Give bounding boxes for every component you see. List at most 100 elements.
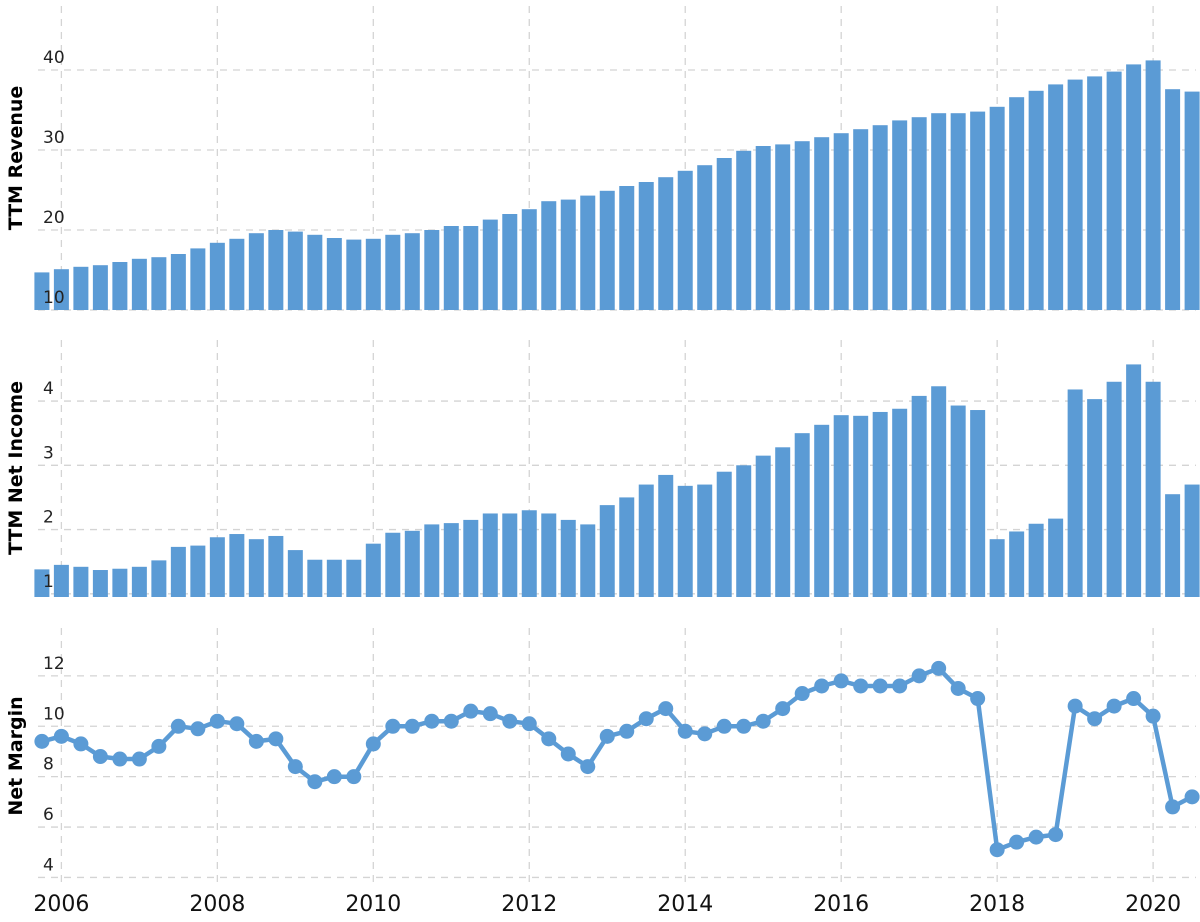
bar [619, 186, 635, 310]
y-tick-label: 2 [43, 508, 54, 528]
bar [268, 230, 284, 310]
data-point [131, 751, 147, 767]
bar [580, 195, 596, 310]
bar [1009, 97, 1025, 310]
bar [424, 524, 440, 597]
x-tick-label: 2006 [33, 892, 89, 917]
y-axis-label: TTM Net Income [5, 381, 27, 555]
bar [697, 484, 713, 597]
y-tick-label: 4 [43, 379, 54, 399]
bar [970, 410, 986, 597]
bar [482, 513, 498, 597]
bar [1165, 89, 1181, 310]
data-point [755, 713, 771, 729]
data-point [970, 691, 986, 707]
data-point [53, 728, 69, 744]
data-point [599, 728, 615, 744]
bar [970, 111, 986, 310]
x-tick-label: 2012 [501, 892, 557, 917]
bar [346, 559, 362, 597]
bar [209, 242, 225, 310]
data-point [151, 738, 167, 754]
panel-revenue: 10 20 30 40 TTM Revenue [5, 48, 1200, 311]
bar [131, 258, 147, 310]
bar [716, 158, 732, 310]
bar [560, 199, 576, 310]
data-point [326, 769, 342, 785]
bar [443, 523, 459, 597]
data-point [1048, 827, 1064, 843]
bar [229, 238, 245, 310]
bar [677, 170, 693, 310]
panel-net-margin: 4 6 8 10 12 Net Margin [5, 654, 1200, 879]
bar [1145, 60, 1161, 311]
data-point [677, 723, 693, 739]
bar [697, 165, 713, 310]
bar [482, 219, 498, 310]
bar [638, 182, 654, 310]
bar [424, 230, 440, 310]
bar [92, 265, 108, 310]
bar [599, 190, 615, 310]
bar [1067, 79, 1083, 310]
bar [248, 233, 264, 310]
bar [736, 150, 752, 310]
bar [170, 546, 186, 597]
bar [560, 519, 576, 597]
bar [151, 560, 167, 597]
y-tick-label: 20 [43, 208, 65, 228]
data-point [697, 726, 713, 742]
bar [619, 497, 635, 597]
bar [794, 433, 810, 597]
data-point [872, 678, 888, 694]
bar [1145, 381, 1161, 597]
bar [677, 485, 693, 597]
bar [853, 129, 869, 310]
data-point [521, 716, 537, 732]
data-point [1126, 691, 1142, 707]
panel-net-income: 1 2 3 4 TTM Net Income [5, 364, 1200, 597]
data-point [365, 736, 381, 752]
data-point [911, 668, 927, 684]
bar [502, 214, 518, 310]
data-point [502, 713, 518, 729]
bar [658, 474, 674, 597]
data-point [541, 731, 557, 747]
data-point [950, 680, 966, 696]
bar [112, 262, 128, 310]
x-tick-label: 2010 [345, 892, 401, 917]
series-line [41, 666, 1194, 852]
x-tick-label: 2008 [189, 892, 245, 917]
bar [248, 539, 264, 597]
bar [443, 226, 459, 310]
bar [541, 201, 557, 310]
data-point [1028, 829, 1044, 845]
bar [1184, 484, 1200, 597]
data-point [931, 660, 947, 676]
y-axis-label: Net Margin [5, 696, 27, 815]
data-point [482, 706, 498, 722]
bar [307, 234, 323, 310]
bar [404, 233, 420, 310]
bar [53, 564, 69, 597]
data-point [736, 718, 752, 734]
bar [1184, 91, 1200, 310]
data-point [833, 673, 849, 689]
bar [853, 415, 869, 597]
data-point [92, 749, 108, 764]
bar [365, 543, 381, 597]
y-tick-label: 12 [43, 654, 65, 674]
bar [814, 137, 830, 310]
data-point [73, 736, 89, 752]
data-point [112, 751, 128, 767]
bar [521, 209, 537, 310]
bar [326, 559, 342, 597]
data-point [190, 721, 206, 737]
bar [1028, 90, 1044, 310]
data-point [716, 718, 732, 734]
data-point [619, 723, 635, 739]
data-point [34, 733, 50, 749]
data-point [1067, 698, 1083, 714]
bar [892, 120, 908, 311]
bar [950, 113, 966, 310]
